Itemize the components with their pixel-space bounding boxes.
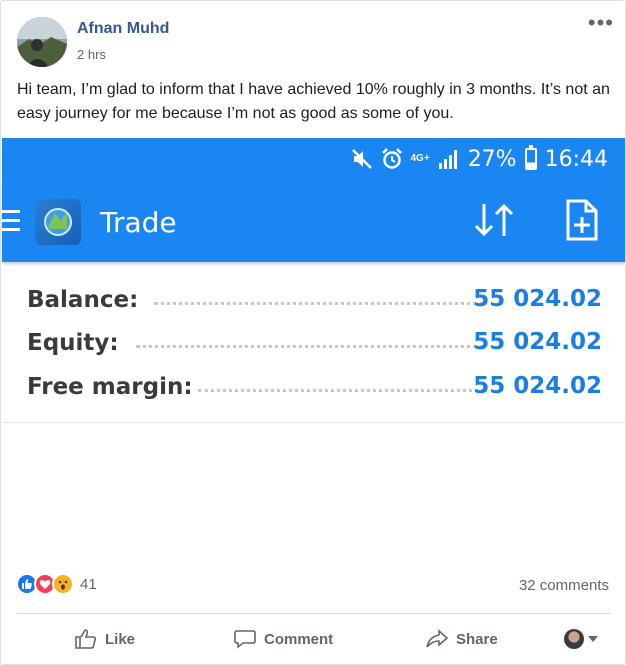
viewer-avatar: [564, 629, 584, 649]
battery-icon: [524, 145, 537, 170]
phone-status-bar: 4G+ 27% 16:44: [2, 138, 625, 180]
app-toolbar: Trade: [2, 180, 625, 262]
comment-label: Comment: [264, 630, 334, 648]
post-timestamp[interactable]: 2 hrs: [77, 47, 106, 62]
new-order-icon[interactable]: [562, 198, 602, 242]
post-as-selector[interactable]: [564, 629, 598, 649]
equity-row: Equity: 55 024.02: [2, 324, 625, 364]
post-actions: Like Comment Share: [1, 619, 625, 659]
reaction-summary[interactable]: 41: [16, 571, 97, 597]
thumbs-up-icon: [75, 629, 97, 649]
like-button[interactable]: Like: [75, 619, 135, 659]
comments-count[interactable]: 32 comments: [518, 577, 609, 594]
balance-row: Balance: 55 024.02: [2, 281, 625, 321]
network-type: 4G+: [410, 153, 430, 164]
balance-value: 55 024.02: [473, 286, 602, 312]
divider: [17, 613, 611, 614]
chevron-down-icon: [588, 636, 598, 642]
share-button[interactable]: Share: [426, 619, 498, 659]
author-name[interactable]: Afnan Muhd: [77, 20, 170, 37]
app-title: Trade: [100, 206, 177, 239]
wow-reaction-icon: [52, 573, 74, 595]
status-clock: 16:44: [544, 146, 608, 172]
share-icon: [426, 629, 448, 648]
sort-icon[interactable]: [472, 200, 518, 240]
battery-percent: 27%: [467, 146, 517, 172]
author-avatar[interactable]: [17, 17, 67, 67]
equity-value: 55 024.02: [473, 329, 602, 355]
alarm-icon: [381, 148, 402, 169]
signal-icon: [438, 150, 457, 169]
metatrader-logo-icon: [35, 199, 81, 245]
more-options-icon[interactable]: •••: [587, 10, 614, 35]
mute-icon: [351, 149, 372, 169]
menu-icon[interactable]: [2, 210, 20, 232]
equity-label: Equity:: [27, 330, 119, 356]
post-text: Hi team, I’m glad to inform that I have …: [17, 81, 610, 122]
like-label: Like: [105, 630, 136, 648]
comment-icon: [234, 630, 256, 649]
share-label: Share: [456, 630, 498, 648]
attached-screenshot[interactable]: 4G+ 27% 16:44 Tra: [2, 138, 625, 423]
comment-button[interactable]: Comment: [234, 619, 333, 659]
balance-label: Balance:: [27, 287, 139, 313]
reaction-count[interactable]: 41: [80, 575, 97, 593]
free-margin-label: Free margin:: [27, 374, 193, 400]
free-margin-value: 55 024.02: [473, 373, 602, 399]
free-margin-row: Free margin: 55 024.02: [2, 368, 625, 408]
